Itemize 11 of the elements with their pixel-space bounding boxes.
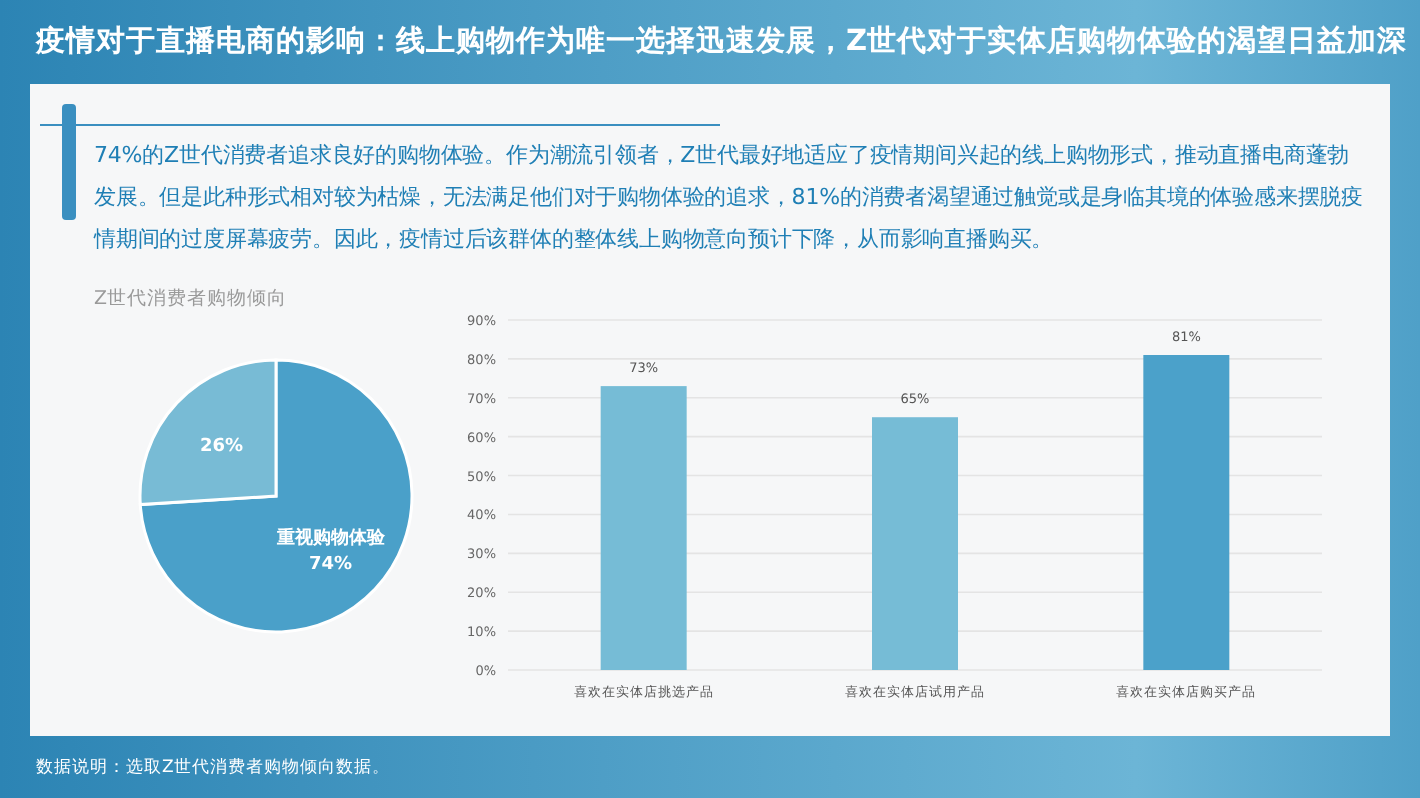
bar (872, 417, 958, 670)
bar (600, 386, 687, 670)
data-label: 26% (199, 436, 244, 457)
data-label: 74% (308, 555, 353, 576)
slice-label: 重视购物体验 (274, 527, 387, 550)
text: 数据说明：选取Z世代消费者购物倾向数据。 (36, 756, 390, 780)
text: 疫情对于直播电商的影响：线上购物作为唯一选择迅速发展，Z世代对于实体店购物体验的渴望日益加深 (36, 22, 1408, 60)
text: 74%的Z世代消费者追求良好的购物体验。作为潮流引领者，Z世代最好地适应了疫情期间兴起的线上购物形式，推动直播电商蓬勃发展。但是此种形式相对较为枯燥，无法满足他们对于购物体验的追求，81%的消费者渴望通过触觉或是身临其境的体验感来摆脱疫情期间的过度屏幕疲劳。因此，疫情过后该群体的整体线上购物意向预计下降，从而影响直播购买。 (94, 140, 1366, 256)
pie-slice (138, 358, 414, 634)
chart-title: Z世代消费者购物倾向 (94, 286, 288, 310)
bar (1143, 355, 1230, 670)
